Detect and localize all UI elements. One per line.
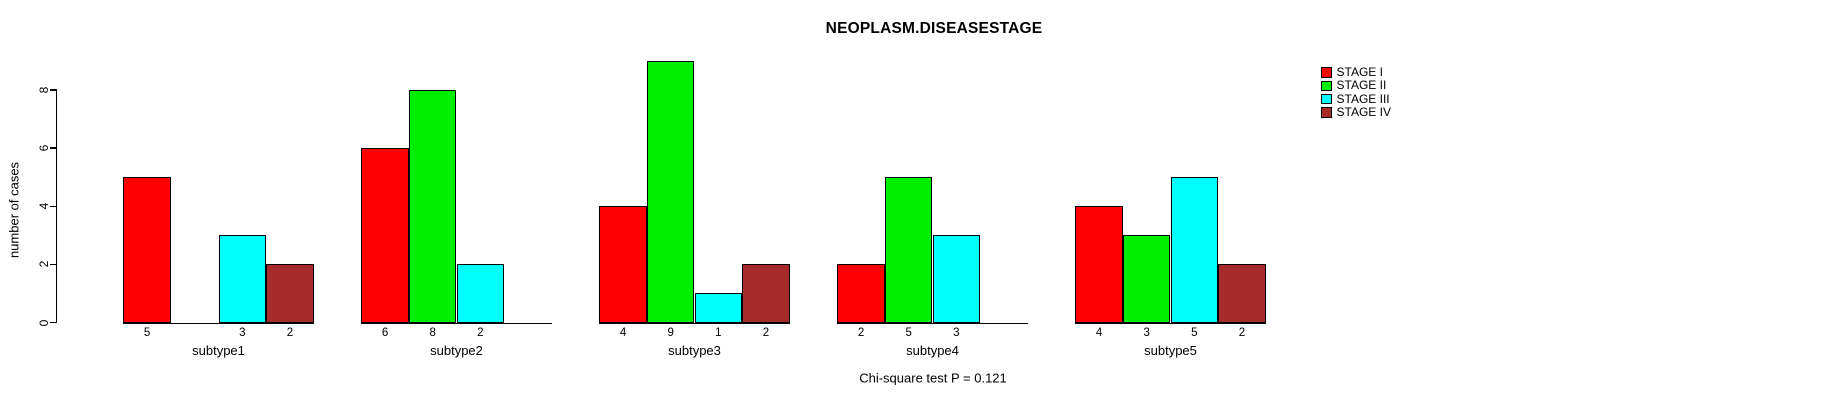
bar-stage-i-subtype3: [599, 206, 647, 324]
legend-item-stage-ii: STAGE II: [1321, 78, 1391, 93]
bar-stage-ii-subtype2: [408, 90, 457, 324]
value-label-stage-iii-subtype2: 2: [477, 326, 484, 339]
bar-stage-ii-subtype4: [884, 177, 933, 324]
baseline-subtype2: [361, 322, 552, 324]
value-label-stage-iii-subtype3: 1: [715, 326, 722, 339]
baseline-subtype1: [123, 322, 314, 324]
value-label-stage-i-subtype1: 5: [143, 326, 151, 339]
y-tick-0: [49, 321, 57, 324]
value-label-stage-iii-subtype5: 5: [1191, 326, 1198, 339]
y-tick-label-4: 4: [37, 202, 51, 210]
y-tick-8: [49, 89, 57, 91]
bar-stage-iii-subtype2: [456, 264, 505, 324]
bar-stage-i-subtype4: [837, 264, 885, 324]
value-label-stage-ii-subtype2: 8: [429, 326, 436, 339]
chi-square-annotation: Chi-square test P = 0.121: [859, 370, 1007, 386]
bar-stage-iii-subtype1: [218, 235, 267, 324]
category-label-subtype2: subtype2: [430, 343, 483, 358]
y-tick-6: [49, 147, 57, 149]
value-label-stage-ii-subtype4: 5: [905, 326, 912, 339]
legend-item-stage-i: STAGE I: [1321, 65, 1391, 79]
baseline-subtype5: [1075, 322, 1266, 324]
legend-swatch-stage-iii: [1321, 93, 1332, 105]
legend-label-stage-ii: STAGE II: [1336, 78, 1387, 93]
bar-stage-i-subtype1: [123, 177, 171, 324]
value-label-stage-i-subtype5: 4: [1095, 326, 1103, 339]
value-label-stage-iv-subtype3: 2: [762, 326, 770, 339]
legend-item-stage-iv: STAGE IV: [1321, 104, 1391, 119]
legend-swatch-stage-i: [1321, 67, 1332, 78]
y-tick-2: [49, 263, 57, 266]
category-label-subtype4: subtype4: [906, 343, 959, 358]
value-label-stage-i-subtype3: 4: [619, 326, 627, 339]
legend-item-stage-iii: STAGE III: [1321, 91, 1391, 106]
legend-label-stage-iii: STAGE III: [1336, 91, 1390, 106]
baseline-subtype3: [599, 322, 790, 324]
value-label-stage-ii-subtype3: 9: [667, 326, 674, 339]
value-label-stage-ii-subtype5: 3: [1143, 326, 1150, 339]
bar-stage-i-subtype2: [361, 148, 409, 324]
bar-stage-iv-subtype1: [266, 264, 314, 324]
chart-title: NEOPLASM.DISEASESTAGE: [825, 20, 1043, 37]
legend-label-stage-iv: STAGE IV: [1336, 104, 1391, 119]
y-axis-line: [55, 90, 58, 324]
category-label-subtype5: subtype5: [1144, 343, 1197, 358]
value-label-stage-iv-subtype5: 2: [1238, 326, 1246, 339]
value-label-stage-iv-subtype1: 2: [286, 326, 294, 339]
bar-stage-iv-subtype5: [1218, 264, 1266, 324]
y-tick-4: [49, 205, 57, 207]
bar-stage-ii-subtype3: [646, 60, 695, 324]
legend: STAGE I STAGE II STAGE III STAGE IV: [1321, 65, 1391, 119]
value-label-stage-iii-subtype4: 3: [953, 326, 960, 339]
bar-stage-i-subtype5: [1075, 206, 1123, 324]
bar-stage-iii-subtype3: [694, 293, 743, 324]
value-label-stage-iii-subtype1: 3: [239, 326, 246, 339]
category-label-subtype1: subtype1: [192, 343, 245, 358]
legend-label-stage-i: STAGE I: [1336, 65, 1383, 79]
y-tick-label-0: 0: [37, 319, 51, 326]
bar-stage-iii-subtype5: [1170, 177, 1219, 324]
y-tick-label-8: 8: [37, 86, 51, 94]
value-label-stage-i-subtype2: 6: [381, 326, 389, 339]
legend-swatch-stage-iv: [1321, 107, 1332, 118]
y-tick-label-6: 6: [37, 144, 51, 152]
bar-stage-iv-subtype3: [742, 264, 790, 324]
y-tick-label-2: 2: [37, 261, 51, 268]
bar-stage-iii-subtype4: [932, 235, 981, 324]
baseline-subtype4: [837, 322, 1028, 324]
bar-stage-ii-subtype5: [1122, 235, 1171, 324]
legend-swatch-stage-ii: [1321, 80, 1332, 92]
value-label-stage-i-subtype4: 2: [857, 326, 865, 339]
category-label-subtype3: subtype3: [668, 343, 721, 358]
